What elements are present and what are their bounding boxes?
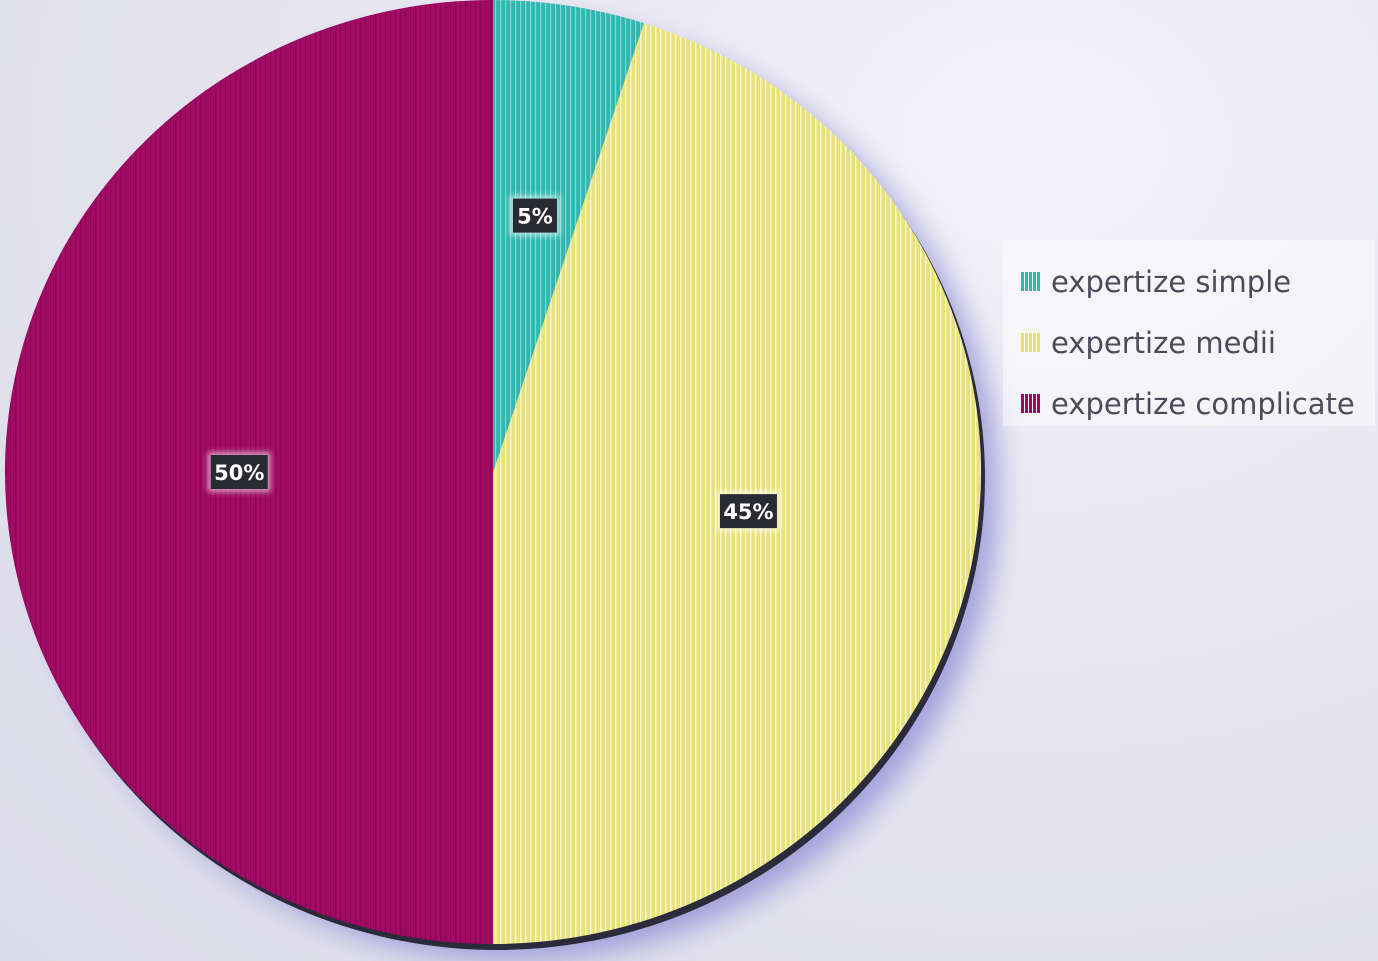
data-label-complicate: 50% <box>207 452 271 492</box>
data-label-text: 5% <box>517 205 553 229</box>
legend-swatch-complicate <box>1021 394 1040 413</box>
legend-item-complicate: expertize complicate <box>1003 373 1375 434</box>
legend-swatch-simple <box>1021 272 1040 291</box>
pie-slice-simple <box>493 0 644 472</box>
data-label-text: 45% <box>723 500 773 524</box>
data-labels: 5% 45% 50% <box>207 195 780 532</box>
pie-slices <box>5 0 982 945</box>
pie-slice-medii <box>493 23 982 945</box>
legend-item-medii: expertize medii <box>1003 312 1375 373</box>
legend-item-simple: expertize simple <box>1003 251 1375 312</box>
legend-label-complicate: expertize complicate <box>1051 386 1355 421</box>
legend-swatch-medii <box>1021 333 1040 352</box>
legend-label-simple: expertize simple <box>1051 264 1292 299</box>
data-label-box <box>719 494 777 529</box>
data-label-medii: 45% <box>716 491 780 532</box>
data-label-simple: 5% <box>509 195 560 236</box>
data-label-box <box>210 455 268 489</box>
legend-label-medii: expertize medii <box>1051 325 1276 360</box>
data-label-text: 50% <box>214 461 264 485</box>
data-label-box <box>512 198 557 233</box>
legend: expertize simple expertize medii experti… <box>1003 240 1375 426</box>
